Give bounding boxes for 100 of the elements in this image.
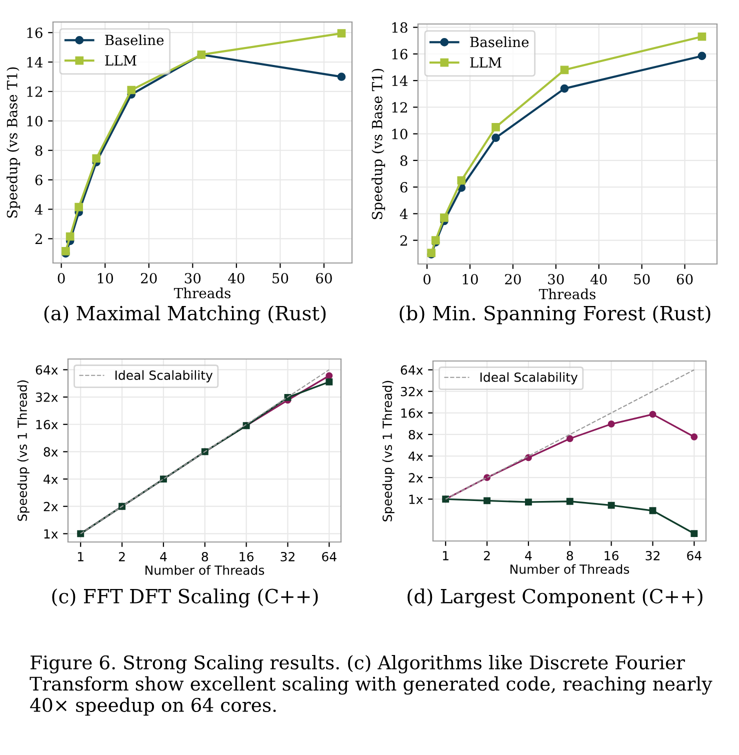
- y-axis-title: Speedup (vs 1 Thread): [17, 380, 30, 521]
- legend-label: LLM: [470, 57, 502, 68]
- x-tick-label: 8: [202, 552, 208, 562]
- y-tick-label: 8: [35, 145, 42, 156]
- x-axis-title: Threads: [538, 288, 596, 300]
- y-tick-label: 32x: [36, 392, 58, 402]
- point: [492, 122, 500, 132]
- x-tick-label: 4: [160, 552, 167, 562]
- y-tick-label: 4x: [44, 474, 58, 484]
- point: [92, 154, 101, 163]
- x-tick-label: 32: [646, 550, 660, 560]
- legend-label: Ideal Scalability: [480, 372, 578, 384]
- point: [74, 202, 83, 212]
- point: [524, 498, 532, 506]
- x-tick-label: 20: [505, 274, 521, 284]
- y-tick-label: 10: [392, 128, 408, 140]
- y-axis-title: Speedup (vs 1 Thread): [382, 380, 394, 522]
- x-axis-title: Threads: [174, 288, 230, 298]
- y-tick-label: 16: [392, 48, 408, 60]
- x-tick-label: 30: [548, 274, 564, 284]
- x-tick-label: 16: [604, 550, 618, 560]
- y-tick-label: 14: [392, 76, 408, 86]
- y-tick-label: 8x: [408, 430, 423, 440]
- x-tick-label: 10: [98, 272, 114, 284]
- point: [62, 247, 70, 256]
- x-tick-label: 1: [442, 551, 448, 560]
- x-tick-label: 4: [525, 551, 532, 560]
- y-tick-label: 2x: [408, 473, 423, 482]
- legend-label: Baseline: [470, 36, 529, 48]
- point: [566, 435, 574, 442]
- x-tick-label: 60: [676, 274, 693, 284]
- x-tick-label: 30: [184, 272, 201, 284]
- y-tick-label: 14: [27, 57, 43, 68]
- x-tick-label: 64: [322, 552, 336, 562]
- y-tick-label: 16x: [36, 420, 58, 430]
- y-tick-label: 6: [35, 174, 42, 186]
- y-tick-label: 4: [34, 204, 43, 215]
- y-tick-label: 12: [27, 86, 42, 97]
- x-tick-label: 0: [424, 274, 431, 284]
- x-tick-label: 0: [58, 272, 65, 284]
- y-tick-label: 8: [400, 155, 408, 166]
- legend-label: Baseline: [105, 34, 164, 46]
- x-tick-label: 50: [272, 272, 288, 284]
- point: [484, 497, 490, 504]
- point: [649, 507, 656, 514]
- point: [337, 29, 346, 38]
- y-tick-label: 18: [392, 22, 408, 33]
- point: [608, 420, 615, 428]
- x-tick-label: 2: [484, 550, 490, 560]
- y-tick-label: 2: [35, 234, 42, 244]
- point: [566, 498, 574, 505]
- y-tick-label: 4x: [408, 452, 423, 461]
- point: [326, 378, 333, 386]
- point: [649, 410, 656, 418]
- x-tick-label: 40: [228, 272, 244, 284]
- caption: Figure 6. Strong Scaling results. (c) Algorithms like Discrete Fourier Transform show excellent scaling with generated code, reaching nearly 40× speedup on 64 cores.: [30, 655, 712, 716]
- x-axis-title: Number of Threads: [510, 564, 630, 574]
- text: (b) Min. Spanning Forest (Rust): [400, 305, 710, 325]
- x-tick-label: 60: [316, 272, 332, 284]
- y-tick-label: 4: [400, 208, 408, 219]
- point: [492, 134, 500, 142]
- y-tick-label: 8x: [44, 447, 58, 457]
- point: [127, 86, 136, 94]
- x-tick-label: 32: [280, 552, 294, 562]
- y-tick-label: 1x: [409, 494, 423, 504]
- y-tick-label: 2: [400, 235, 407, 246]
- y-tick-label: 2x: [44, 502, 58, 512]
- point: [326, 372, 333, 380]
- legend-label: Ideal Scalability: [115, 370, 213, 382]
- point: [560, 84, 569, 93]
- y-tick-label: 16: [27, 28, 42, 38]
- x-tick-label: 10: [462, 274, 478, 284]
- y-tick-label: 32x: [400, 386, 423, 396]
- x-tick-label: 8: [566, 550, 574, 560]
- y-tick-label: 64x: [36, 365, 58, 375]
- y-axis-title: Speedup (vs Base T1): [6, 67, 20, 218]
- text: (d) Largest Component (C++): [408, 588, 702, 608]
- point: [337, 72, 346, 81]
- point: [560, 66, 569, 74]
- point: [457, 176, 466, 185]
- point: [608, 502, 615, 509]
- point: [690, 530, 698, 538]
- x-tick-label: 20: [140, 272, 157, 284]
- x-tick-label: 40: [590, 274, 607, 284]
- y-tick-label: 64x: [400, 365, 423, 375]
- x-tick-label: 16: [240, 552, 254, 562]
- y-tick-label: 16x: [401, 408, 423, 418]
- y-tick-label: 6: [400, 182, 408, 193]
- y-tick-label: 1x: [44, 529, 58, 538]
- point: [690, 433, 698, 440]
- x-axis-title: Number of Threads: [146, 565, 264, 575]
- y-axis-title: Speedup (vs Base T1): [372, 68, 386, 220]
- legend-label: LLM: [105, 55, 136, 66]
- point: [698, 52, 706, 60]
- x-tick-label: 50: [634, 274, 650, 284]
- y-tick-label: 10: [27, 116, 42, 126]
- point: [66, 232, 74, 241]
- point: [698, 32, 706, 41]
- y-tick-label: 12: [392, 102, 407, 112]
- x-tick-label: 1: [78, 552, 84, 562]
